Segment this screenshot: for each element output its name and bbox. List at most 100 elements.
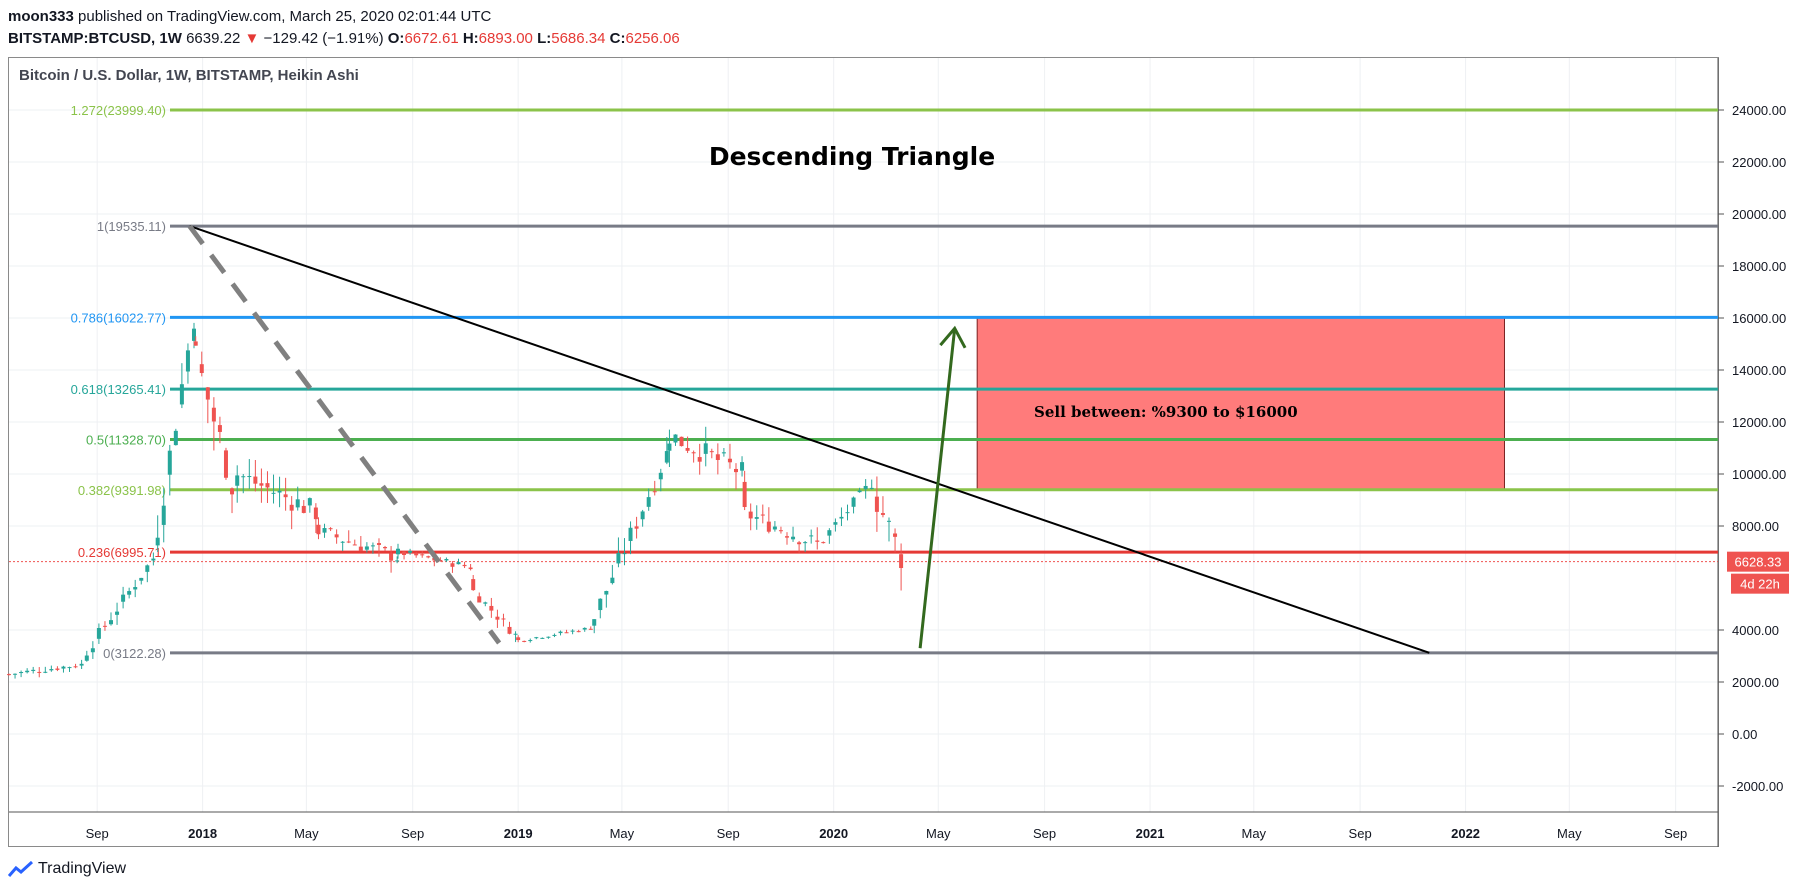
- candle-body: [49, 669, 54, 671]
- candle-body: [340, 541, 345, 543]
- x-tick-label: May: [926, 826, 951, 841]
- price-change: −129.42 (−1.91%): [263, 30, 384, 47]
- candle-body: [869, 487, 874, 489]
- symbol-label: BITSTAMP:BTCUSD, 1W: [8, 30, 182, 47]
- candle-body: [121, 594, 126, 602]
- candle-body: [604, 590, 609, 595]
- candle-body: [358, 546, 363, 551]
- candle-body: [444, 559, 449, 561]
- candle-body: [797, 542, 802, 545]
- close-label: C:: [609, 30, 626, 47]
- fib-level-label: 1(19535.11): [97, 219, 166, 234]
- low-label: L:: [537, 30, 552, 47]
- candle-body: [588, 628, 593, 630]
- candle-body: [640, 511, 645, 520]
- candle-body: [408, 550, 413, 553]
- y-tick-label: 0.00: [1732, 727, 1757, 742]
- candle-body: [664, 451, 669, 463]
- candle-body: [534, 637, 539, 639]
- candle-body: [102, 625, 107, 627]
- candle-body: [313, 507, 318, 520]
- last-price-label: 6628.33: [1735, 555, 1782, 570]
- candle-body: [328, 528, 333, 530]
- author-name[interactable]: moon333: [8, 8, 74, 25]
- candle-body: [376, 543, 381, 545]
- x-tick-label: May: [294, 826, 319, 841]
- tradingview-logo-icon[interactable]: [8, 861, 34, 877]
- y-tick-label: 24000.00: [1732, 103, 1786, 118]
- candle-body: [893, 533, 898, 537]
- candle-body: [161, 505, 166, 525]
- x-tick-label: May: [1242, 826, 1267, 841]
- open-value: 6672.61: [404, 30, 459, 47]
- candle-body: [420, 554, 425, 556]
- candle-body: [715, 454, 720, 460]
- candle-body: [395, 548, 400, 555]
- candle-body: [815, 540, 820, 542]
- x-tick-label: Sep: [86, 826, 109, 841]
- candle-body: [235, 475, 240, 486]
- candle-body: [438, 559, 443, 562]
- candle-body: [489, 605, 494, 611]
- candle-body: [277, 490, 282, 493]
- y-tick-label: -2000.00: [1732, 779, 1783, 794]
- candle-body: [133, 587, 138, 590]
- x-tick-label: Sep: [1033, 826, 1056, 841]
- candle-body: [307, 498, 312, 506]
- candle-body: [283, 494, 288, 498]
- candle-body: [471, 579, 476, 591]
- sell-zone-box: [976, 316, 1505, 491]
- candle-body: [628, 527, 633, 541]
- x-tick-label: 2021: [1136, 826, 1165, 841]
- y-tick-label: 2000.00: [1732, 675, 1779, 690]
- candle-body: [570, 630, 575, 632]
- candle-body: [364, 546, 369, 550]
- candle-body: [622, 553, 627, 555]
- candle-body: [552, 634, 557, 636]
- candle-body: [685, 447, 690, 451]
- fib-level-label: 0.236(6995.71): [78, 545, 166, 560]
- candle-body: [402, 551, 407, 555]
- candle-body: [395, 560, 400, 562]
- candle-body: [874, 496, 879, 512]
- candle-body: [592, 619, 597, 626]
- candle-body: [501, 618, 506, 620]
- candle-body: [462, 564, 467, 567]
- candle-body: [827, 530, 832, 536]
- candle-body: [383, 547, 388, 549]
- candle-body: [899, 554, 904, 569]
- candle-body: [43, 671, 48, 673]
- candle-body: [352, 544, 357, 546]
- x-tick-label: 2020: [819, 826, 848, 841]
- candle-body: [301, 505, 306, 513]
- candle-body: [295, 499, 300, 508]
- candle-body: [271, 492, 276, 494]
- candle-body: [179, 384, 184, 405]
- high-value: 6893.00: [478, 30, 533, 47]
- dashed-trend-line: [187, 224, 502, 645]
- fib-level-label: 0.618(13265.41): [71, 382, 166, 397]
- candle-body: [691, 452, 696, 454]
- candle-body: [155, 537, 160, 546]
- candle-body: [477, 596, 482, 603]
- candle-body: [507, 626, 512, 634]
- candle-body: [667, 443, 672, 451]
- candle-body: [199, 364, 204, 374]
- candle-body: [766, 521, 771, 532]
- candle-body: [185, 350, 190, 372]
- candle-body: [96, 628, 101, 639]
- candle-body: [259, 483, 264, 486]
- brand-name[interactable]: TradingView: [38, 860, 127, 877]
- candle-body: [145, 565, 150, 572]
- candle-body: [346, 541, 351, 543]
- candle-body: [703, 443, 708, 454]
- candle-body: [483, 602, 488, 604]
- candle-body: [265, 483, 270, 488]
- candle-body: [230, 488, 235, 495]
- candle-body: [634, 526, 639, 529]
- candle-body: [289, 504, 294, 511]
- y-tick-label: 10000.00: [1732, 467, 1786, 482]
- y-tick-label: 22000.00: [1732, 155, 1786, 170]
- candle-body: [516, 637, 521, 641]
